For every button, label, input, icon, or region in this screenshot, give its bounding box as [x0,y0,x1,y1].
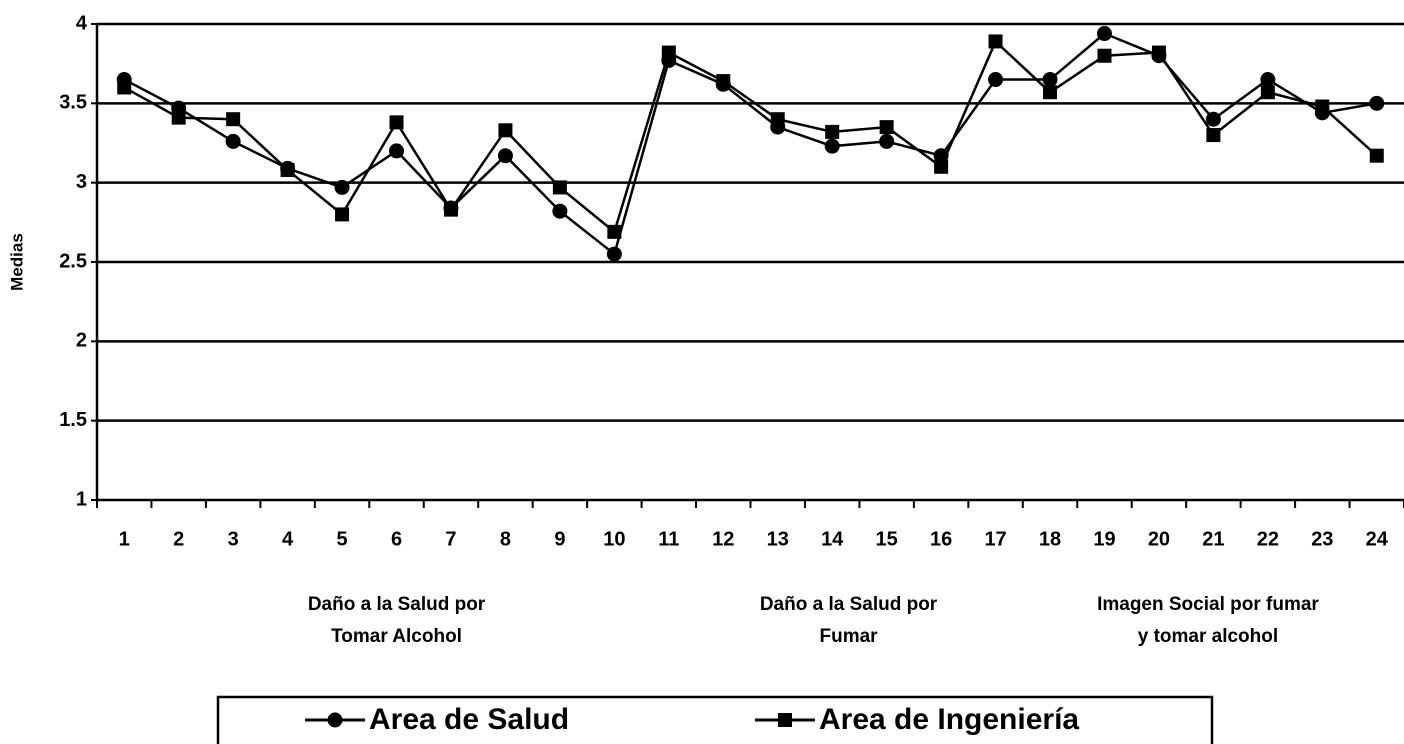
data-point [1097,48,1112,63]
data-point [716,74,731,89]
x-tick-label: 20 [1148,528,1170,550]
data-point [226,112,241,127]
data-point [661,45,676,60]
y-tick-label: 2.5 [59,250,87,272]
x-tick-label: 19 [1093,528,1115,550]
legend-marker [327,712,343,728]
x-tick-label: 22 [1257,528,1279,550]
data-point [334,179,350,195]
data-point [824,138,840,154]
x-tick-label: 2 [173,528,184,550]
group-label: y tomar alcohol [1138,626,1278,647]
legend-box [216,695,1214,744]
data-point [117,80,132,95]
legend-label: Area de Salud [369,703,569,736]
data-point [770,112,785,127]
x-tick-label: 6 [391,528,402,550]
data-point [225,133,241,149]
data-point [1042,72,1058,88]
x-tick-label: 14 [821,528,844,550]
data-point [1206,128,1221,143]
data-point [607,224,622,239]
series-line [123,39,1378,235]
data-point [552,203,568,219]
legend-label: Area de Ingeniería [819,703,1079,736]
data-point [606,246,622,262]
data-point [1205,111,1221,127]
data-point [552,180,567,195]
data-point [988,34,1003,49]
group-label: Tomar Alcohol [331,626,462,647]
y-tick-label: 3.5 [59,92,87,114]
legend-marker [778,713,792,727]
x-tick-label: 1 [119,528,130,550]
data-point [1151,45,1166,60]
data-point [1043,85,1058,100]
data-point [498,123,513,138]
data-point [1260,85,1275,100]
data-point [389,143,405,159]
data-point [988,72,1004,88]
data-point [879,120,894,135]
x-tick-label: 8 [500,528,511,550]
x-tick-label: 3 [228,528,239,550]
y-tick-label: 1 [76,488,87,510]
y-tick-label: 4 [76,12,88,34]
group-label: Daño a la Salud por [760,594,938,615]
data-point [171,110,186,125]
x-tick-label: 13 [767,528,789,550]
y-tick-label: 2 [76,330,87,352]
series-line [123,32,1377,257]
x-tick-label: 18 [1039,528,1061,550]
x-tick-label: 7 [445,528,456,550]
x-tick-label: 23 [1311,528,1333,550]
data-point [1369,148,1384,163]
group-label: Fumar [819,626,878,647]
data-point [1369,95,1385,111]
data-point [934,159,949,174]
x-tick-label: 9 [554,528,565,550]
group-label: Imagen Social por fumar [1097,594,1319,615]
y-tick-label: 3 [76,171,87,193]
y-tick-label: 1.5 [59,409,87,431]
group-label: Daño a la Salud por [308,594,486,615]
data-point [389,115,404,130]
x-tick-label: 10 [603,528,625,550]
x-tick-label: 11 [658,528,679,550]
x-tick-label: 16 [930,528,952,550]
data-point [443,202,458,217]
data-point [879,133,895,149]
data-point [825,124,840,139]
data-point [280,162,295,177]
x-tick-label: 12 [712,528,734,550]
x-tick-label: 24 [1366,528,1389,550]
data-point [497,148,513,164]
data-point [1315,99,1330,114]
x-tick-label: 4 [282,528,294,550]
x-tick-label: 5 [337,528,348,550]
y-axis-label: Medias [7,233,26,291]
x-tick-label: 21 [1202,528,1224,550]
data-point [335,207,350,222]
x-tick-label: 15 [876,528,898,550]
data-point [1096,26,1112,42]
data-point [1260,72,1276,88]
x-tick-label: 17 [984,528,1006,550]
